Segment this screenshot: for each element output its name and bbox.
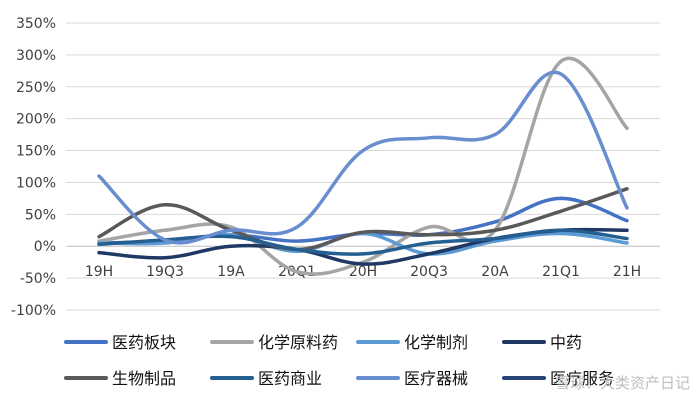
y-tick-label: 250% xyxy=(16,80,56,96)
x-tick-label: 19A xyxy=(217,264,245,280)
legend-label: 生物制品 xyxy=(112,369,176,388)
series-line-5 xyxy=(97,228,629,256)
y-tick-label: -100% xyxy=(11,303,56,319)
watermark: 雪球：大类资产日记 xyxy=(555,374,690,392)
x-axis-ticks: 19H 19Q3 19A 20Q1 20H 20Q3 20A 21Q1 21H xyxy=(85,264,641,280)
legend-label: 医药商业 xyxy=(258,369,322,388)
y-tick-label: 150% xyxy=(16,144,56,160)
legend-label: 医疗服务 xyxy=(550,369,614,388)
y-tick-label: 200% xyxy=(16,112,56,128)
x-tick-label: 20H xyxy=(349,264,377,280)
legend-label: 化学制剂 xyxy=(404,333,468,352)
x-tick-label: 19H xyxy=(85,264,113,280)
legend-label: 医疗器械 xyxy=(404,369,468,388)
y-tick-label: -50% xyxy=(20,271,56,287)
x-tick-label: 21Q1 xyxy=(542,264,580,280)
x-tick-label: 21H xyxy=(613,264,641,280)
legend-label: 化学原料药 xyxy=(258,333,338,352)
series-line-4 xyxy=(97,187,629,252)
legend-label: 中药 xyxy=(550,333,582,352)
series-line-6 xyxy=(97,70,629,245)
y-tick-label: 0% xyxy=(34,239,56,255)
x-tick-label: 20Q3 xyxy=(410,264,448,280)
legend-label: 医药板块 xyxy=(112,333,176,352)
y-tick-label: 300% xyxy=(16,48,56,64)
series-lines xyxy=(97,56,629,276)
y-axis-ticks: -100% -50% 0% 50% 100% 150% 200% 250% 300% 350% xyxy=(11,16,56,319)
y-tick-label: 350% xyxy=(16,16,56,32)
x-tick-label: 20A xyxy=(481,264,509,280)
y-tick-label: 50% xyxy=(25,207,56,223)
y-tick-label: 100% xyxy=(16,175,56,191)
x-tick-label: 19Q3 xyxy=(146,264,184,280)
